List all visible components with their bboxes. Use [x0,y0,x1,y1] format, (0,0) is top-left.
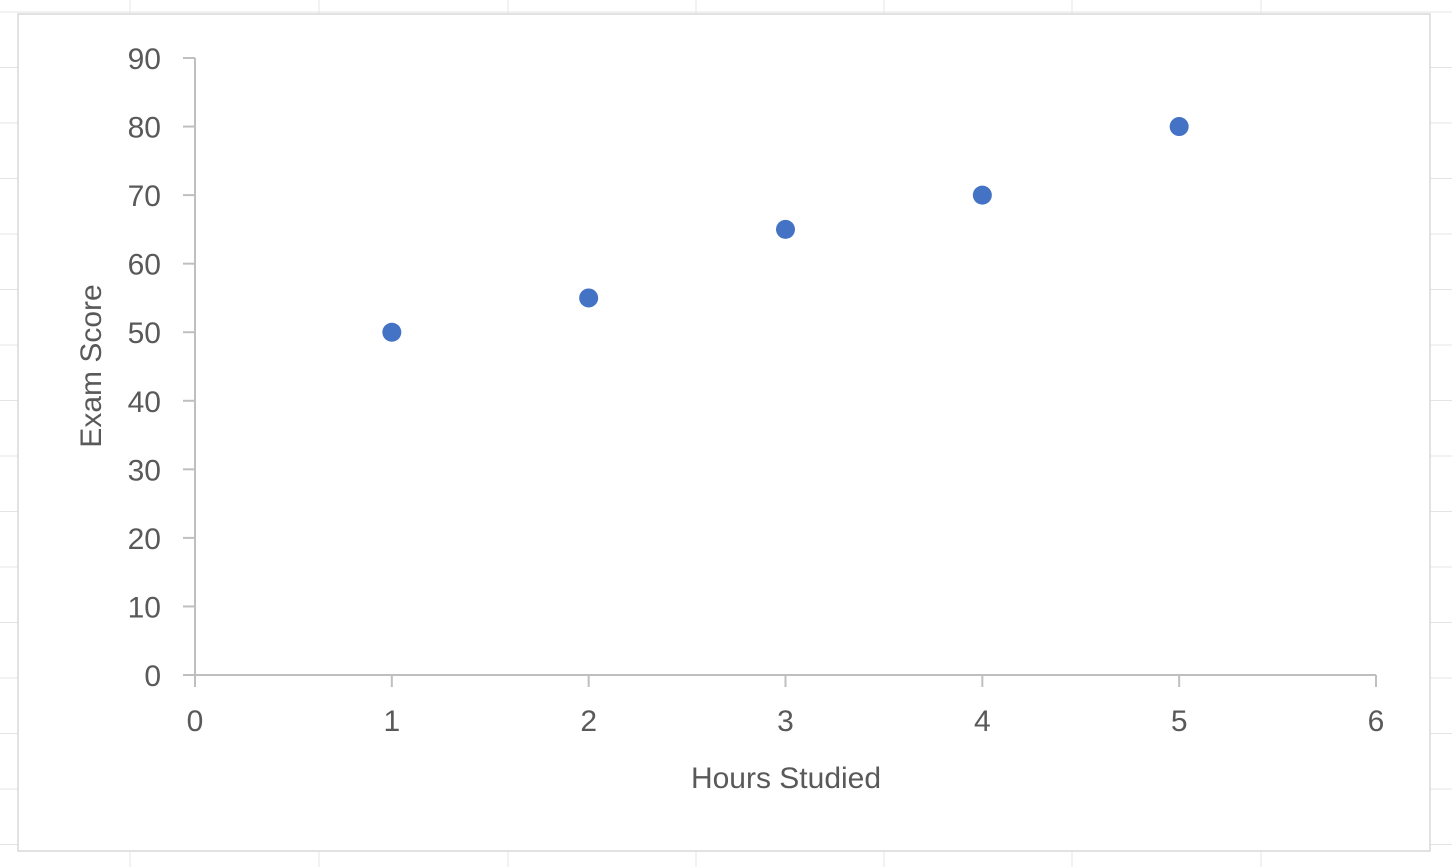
y-tick-label: 60 [128,249,161,282]
y-tick-label: 70 [128,180,161,213]
data-point[interactable] [972,185,992,205]
data-points [382,117,1189,342]
x-tick-label: 0 [187,705,204,738]
y-tick-label: 0 [144,660,161,693]
y-tick-label: 10 [128,591,161,624]
data-point[interactable] [579,288,599,308]
data-point[interactable] [382,322,402,342]
x-tick-label: 4 [974,705,991,738]
chart-area[interactable] [17,13,1431,852]
y-tick-label: 80 [128,112,161,145]
y-tick-label: 50 [128,317,161,350]
y-tick-label: 20 [128,523,161,556]
data-point[interactable] [1169,117,1189,137]
data-point[interactable] [776,219,795,239]
y-tick-label: 40 [128,386,161,419]
y-tick-label: 90 [128,43,161,76]
x-tick-label: 1 [383,705,400,738]
x-tick-label: 2 [580,705,597,738]
x-tick-label: 6 [1368,705,1385,738]
x-tick-label: 3 [777,705,794,738]
x-axis-title[interactable]: Hours Studied [691,762,881,795]
y-axis-ticks: 0 10 20 30 40 50 60 70 80 90 [128,43,195,693]
y-tick-label: 30 [128,454,161,487]
x-axis-ticks: 0 1 2 3 4 5 6 [187,675,1385,738]
y-axis-title[interactable]: Exam Score [75,284,108,447]
x-tick-label: 5 [1171,705,1188,738]
